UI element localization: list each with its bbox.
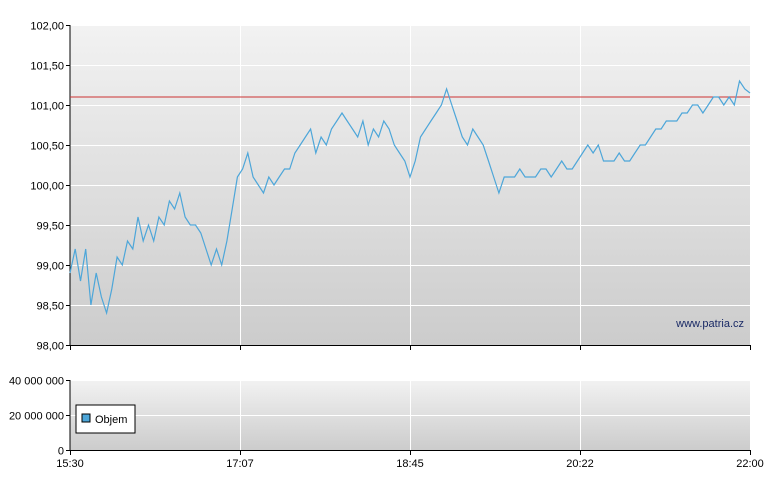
volume-y-ticks: 40 000 000 20 000 000 0	[9, 376, 70, 458]
price-y-tick-label: 98,00	[36, 341, 64, 353]
price-y-tick-label: 98,50	[36, 301, 64, 313]
volume-x-tick-label: 20:22	[566, 458, 594, 470]
volume-x-tick-label: 15:30	[56, 458, 84, 470]
price-y-tick-label: 100,50	[30, 141, 64, 153]
volume-x-ticks: 15:30 17:07 18:45 20:22 22:00	[56, 450, 764, 470]
volume-legend: Objem	[75, 404, 136, 434]
volume-y-tick-label: 0	[58, 446, 64, 458]
price-y-tick-label: 101,00	[30, 101, 64, 113]
watermark: www.patria.cz	[675, 318, 744, 330]
price-y-tick-label: 100,00	[30, 181, 64, 193]
price-line	[69, 79, 751, 316]
volume-x-tick-label: 22:00	[736, 458, 764, 470]
price-y-tick-label: 99,50	[36, 221, 64, 233]
volume-grid	[70, 380, 751, 450]
legend-swatch	[81, 413, 91, 423]
volume-y-tick-label: 20 000 000	[9, 411, 64, 423]
volume-x-tick-label: 18:45	[396, 458, 424, 470]
price-grid	[70, 25, 751, 345]
price-y-tick-label: 102,00	[30, 21, 64, 33]
volume-x-tick-label: 17:07	[226, 458, 254, 470]
price-y-tick-label: 101,50	[30, 61, 64, 73]
price-y-ticks: 102,00 101,50 101,00 100,50 100,00 99,50 99,00…	[30, 21, 70, 353]
price-y-tick-label: 99,00	[36, 261, 64, 273]
price-x-ticks	[70, 345, 751, 350]
volume-y-tick-label: 40 000 000	[9, 376, 64, 388]
legend-label: Objem	[95, 414, 127, 426]
